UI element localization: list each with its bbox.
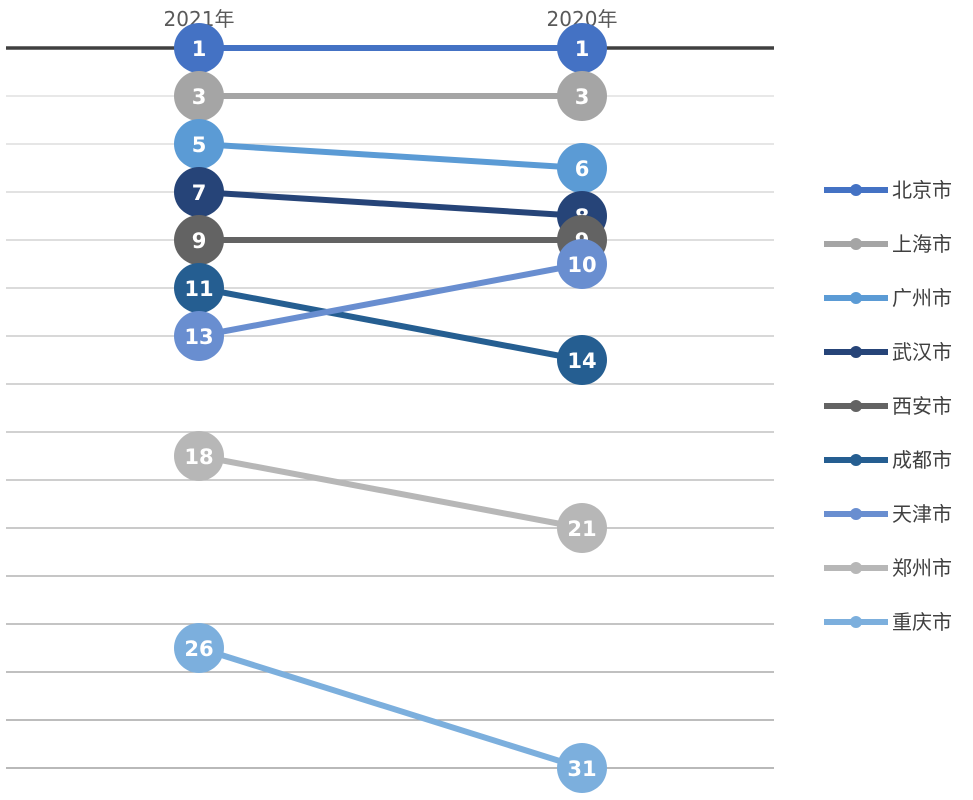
data-point bbox=[174, 311, 224, 361]
legend-item: 武汉市 bbox=[824, 340, 952, 364]
data-label: 3 bbox=[192, 85, 207, 109]
legend-item: 北京市 bbox=[824, 178, 952, 202]
data-point bbox=[174, 167, 224, 217]
data-label: 13 bbox=[184, 325, 213, 349]
legend-marker bbox=[850, 238, 862, 250]
data-label: 14 bbox=[567, 349, 596, 373]
data-point bbox=[557, 743, 607, 793]
data-label: 9 bbox=[192, 229, 207, 253]
data-point bbox=[557, 335, 607, 385]
data-point bbox=[174, 23, 224, 73]
series-points: 11335678991114131018212631 bbox=[174, 23, 607, 793]
legend-marker bbox=[850, 184, 862, 196]
data-point bbox=[174, 623, 224, 673]
legend-label: 武汉市 bbox=[892, 340, 952, 364]
data-label: 7 bbox=[192, 181, 207, 205]
legend-marker bbox=[850, 454, 862, 466]
legend-label: 成都市 bbox=[892, 448, 952, 472]
data-point bbox=[174, 71, 224, 121]
data-label: 1 bbox=[192, 37, 207, 61]
legend-item: 天津市 bbox=[824, 502, 952, 526]
legend-item: 重庆市 bbox=[824, 610, 952, 634]
legend-marker bbox=[850, 346, 862, 358]
legend-label: 重庆市 bbox=[892, 610, 952, 634]
series-line bbox=[196, 141, 585, 171]
legend-label: 郑州市 bbox=[892, 556, 952, 580]
data-label: 21 bbox=[567, 517, 596, 541]
data-label: 3 bbox=[575, 85, 590, 109]
category-labels: 2021年 2020年 bbox=[164, 7, 618, 31]
legend-label: 广州市 bbox=[892, 286, 952, 310]
series-line bbox=[196, 285, 585, 363]
legend-item: 上海市 bbox=[824, 232, 952, 256]
data-label: 11 bbox=[184, 277, 213, 301]
series-line bbox=[196, 261, 585, 339]
data-label: 1 bbox=[575, 37, 590, 61]
data-label: 5 bbox=[192, 133, 207, 157]
legend-item: 郑州市 bbox=[824, 556, 952, 580]
legend-item: 广州市 bbox=[824, 286, 952, 310]
series-lines bbox=[196, 45, 585, 771]
data-label: 10 bbox=[567, 253, 596, 277]
data-point bbox=[174, 263, 224, 313]
gridlines bbox=[6, 95, 774, 769]
legend-label: 西安市 bbox=[892, 394, 952, 418]
legend-item: 成都市 bbox=[824, 448, 952, 472]
legend-marker bbox=[850, 292, 862, 304]
data-label: 31 bbox=[567, 757, 596, 781]
legend-marker bbox=[850, 562, 862, 574]
data-label: 6 bbox=[575, 157, 590, 181]
data-point bbox=[174, 119, 224, 169]
legend-label: 天津市 bbox=[892, 502, 952, 526]
series-line bbox=[196, 453, 585, 531]
data-point bbox=[557, 503, 607, 553]
legend-marker bbox=[850, 400, 862, 412]
series-line bbox=[196, 189, 585, 219]
data-point bbox=[557, 143, 607, 193]
legend-label: 北京市 bbox=[892, 178, 952, 202]
data-point bbox=[557, 71, 607, 121]
data-point bbox=[557, 239, 607, 289]
legend-item: 西安市 bbox=[824, 394, 952, 418]
data-label: 18 bbox=[184, 445, 213, 469]
legend-marker bbox=[850, 508, 862, 520]
legend-label: 上海市 bbox=[892, 232, 952, 256]
series-line bbox=[196, 645, 585, 771]
data-point bbox=[174, 431, 224, 481]
data-label: 26 bbox=[184, 637, 213, 661]
data-point bbox=[174, 215, 224, 265]
legend-marker bbox=[850, 616, 862, 628]
data-point bbox=[557, 23, 607, 73]
